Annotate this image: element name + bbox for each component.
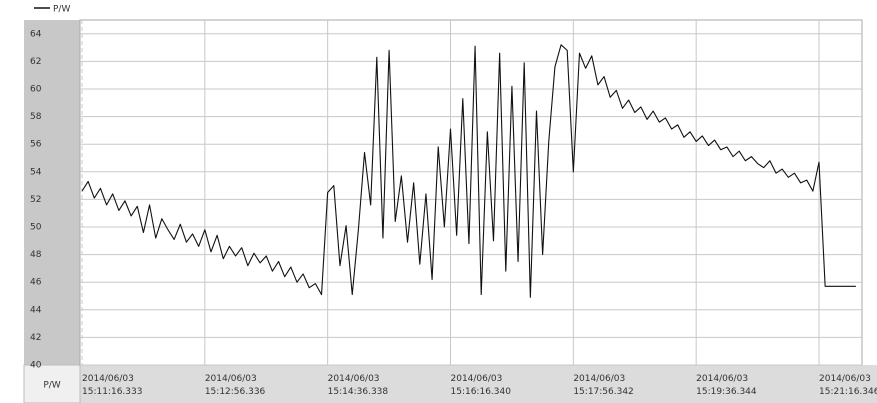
y-tick-label: 48 [30, 250, 42, 260]
y-tick-label: 62 [30, 57, 41, 67]
x-tick-label: 2014/06/03 15:17:56.342 [573, 374, 633, 397]
y-tick-label: 40 [30, 361, 42, 371]
y-tick-label: 46 [30, 278, 42, 288]
y-tick-label: 60 [30, 85, 42, 95]
x-tick-label: 2014/06/03 15:14:36.338 [328, 374, 389, 397]
x-tick-label: 2014/06/03 15:12:56.336 [205, 374, 266, 397]
y-tick-label: 64 [30, 29, 42, 39]
x-tick-label: 2014/06/03 15:11:16.333 [82, 374, 142, 397]
legend-label: P/W [53, 5, 70, 15]
y-tick-label: 56 [30, 140, 42, 150]
y-tick-label: 52 [30, 195, 41, 205]
y-tick-label: 50 [30, 223, 42, 233]
corner-label: P/W [43, 381, 60, 391]
x-tick-label: 2014/06/03 15:21:16.346 [819, 374, 877, 397]
y-tick-label: 58 [30, 112, 42, 122]
x-tick-label: 2014/06/03 15:16:16.340 [451, 374, 512, 397]
x-tick-label: 2014/06/03 15:19:36.344 [696, 374, 757, 397]
x-axis-band [80, 365, 877, 403]
y-tick-label: 44 [30, 305, 42, 315]
y-axis-strip [24, 20, 80, 365]
y-tick-label: 42 [30, 333, 41, 343]
y-tick-label: 54 [30, 167, 42, 177]
corner-box [23, 364, 81, 403]
data-line [81, 44, 856, 298]
